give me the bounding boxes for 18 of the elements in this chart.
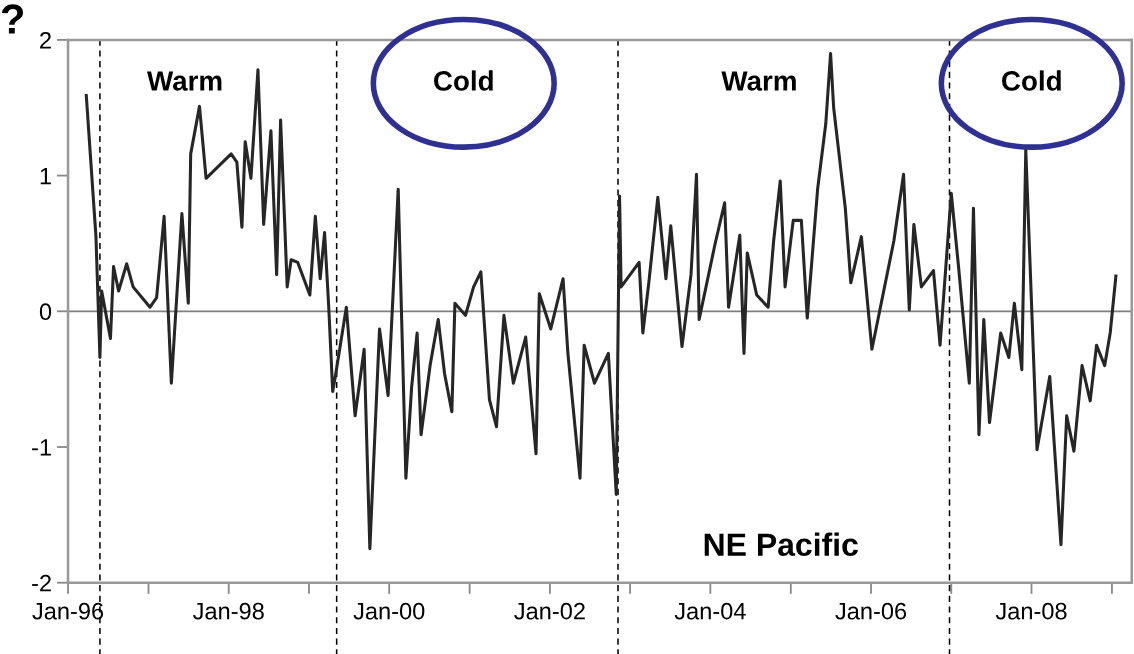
annotation: Warm bbox=[721, 71, 796, 91]
x-tick-label: Jan-98 bbox=[193, 602, 264, 620]
x-tick-label: Jan-00 bbox=[353, 602, 425, 620]
x-tick-label: Jan-04 bbox=[674, 602, 746, 620]
x-tick-label: Jan-06 bbox=[835, 602, 907, 620]
annotation: Cold bbox=[434, 70, 493, 91]
y-tick-label: 1 bbox=[40, 167, 51, 185]
annotation: Warm bbox=[147, 71, 222, 91]
y-tick-label: -2 bbox=[32, 574, 51, 592]
annotation: NE Pacific bbox=[704, 532, 858, 557]
x-tick-label: Jan-08 bbox=[995, 602, 1067, 620]
text: ? bbox=[1, 4, 24, 34]
y-tick-label: 2 bbox=[40, 31, 51, 49]
y-tick-label: -1 bbox=[32, 439, 51, 456]
annotation: Cold bbox=[1002, 70, 1061, 91]
y-tick-label: 0 bbox=[39, 303, 52, 321]
x-tick-label: Jan-96 bbox=[32, 602, 104, 620]
x-tick-label: Jan-02 bbox=[514, 602, 585, 620]
